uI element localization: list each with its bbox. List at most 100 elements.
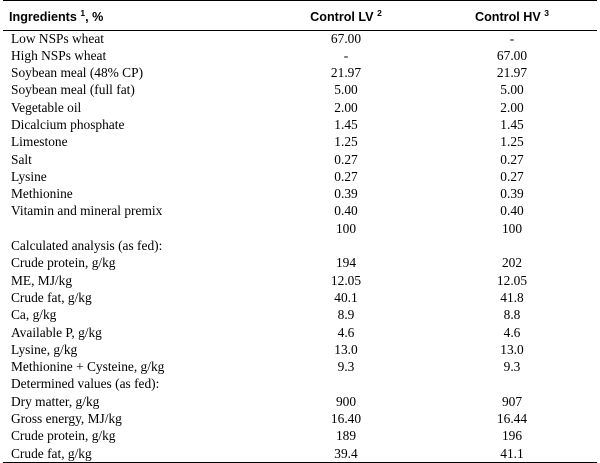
control-lv-value: 12.05	[330, 272, 362, 288]
control-lv-value	[265, 376, 427, 393]
table-row: Lysine, g/kg 13.0 13.0	[3, 342, 597, 359]
table-row: Dicalcium phosphate 1.45 1.45	[3, 117, 597, 134]
table-row: Available P, g/kg 4.6 4.6	[3, 325, 597, 342]
control-hv-value: 0.39	[500, 186, 524, 202]
control-hv-value: 12.05	[496, 272, 528, 288]
row-label: ME, MJ/kg	[11, 272, 73, 288]
control-hv-value: 202	[501, 255, 523, 271]
header-ingredients-label: Ingredients	[9, 9, 77, 24]
header-control-lv-label: Control LV	[310, 9, 374, 24]
row-label: Ca, g/kg	[11, 307, 57, 323]
control-lv-value: 0.39	[334, 186, 358, 202]
header-ingredients: Ingredients 1, %	[3, 0, 265, 31]
table-row: Salt 0.27 0.27	[3, 152, 597, 169]
table-row: Soybean meal (48% CP) 21.97 21.97	[3, 65, 597, 82]
control-hv-value: 4.6	[503, 324, 521, 340]
control-lv-value: 4.6	[337, 324, 355, 340]
table-row: 100 100	[3, 221, 597, 238]
table-row: Lysine 0.27 0.27	[3, 169, 597, 186]
control-hv-value: 1.25	[500, 134, 524, 150]
control-lv-value: 13.0	[334, 341, 358, 357]
row-label: Crude fat, g/kg	[11, 289, 92, 305]
control-lv-value	[265, 238, 427, 255]
table-row: Vitamin and mineral premix 0.40 0.40	[3, 203, 597, 220]
table-row: Determined values (as fed):	[3, 376, 597, 393]
table-row: Methionine + Cysteine, g/kg 9.3 9.3	[3, 359, 597, 376]
control-hv-value: 100	[501, 220, 523, 236]
control-hv-value: 9.3	[503, 359, 521, 375]
control-hv-value: -	[509, 31, 515, 46]
control-lv-value: 9.3	[337, 359, 355, 375]
row-label: Vitamin and mineral premix	[11, 203, 163, 219]
control-lv-value: 0.27	[334, 151, 358, 167]
control-hv-value: 0.27	[500, 151, 524, 167]
row-label: Crude protein, g/kg	[11, 255, 116, 271]
control-lv-value: 40.1	[334, 289, 358, 305]
control-hv-value	[427, 238, 597, 255]
control-hv-value: 907	[501, 393, 523, 409]
control-hv-value: 41.8	[500, 289, 524, 305]
row-label: High NSPs wheat	[11, 47, 107, 63]
table-row: Limestone 1.25 1.25	[3, 134, 597, 151]
header-control-lv: Control LV 2	[265, 0, 427, 31]
row-label: Salt	[11, 151, 32, 167]
control-lv-value: 0.27	[334, 168, 358, 184]
row-label: Crude protein, g/kg	[11, 428, 116, 444]
control-lv-value: 16.40	[330, 411, 362, 427]
header-ingredients-footnote: 1	[80, 7, 86, 18]
control-lv-value: 1.25	[334, 134, 358, 150]
control-lv-value: 21.97	[330, 65, 362, 81]
row-label: Methionine + Cysteine, g/kg	[11, 359, 165, 375]
control-hv-value: 2.00	[500, 99, 524, 115]
row-label: Dicalcium phosphate	[11, 116, 125, 132]
table-row: Crude protein, g/kg 189 196	[3, 428, 597, 445]
row-label: Available P, g/kg	[11, 324, 102, 340]
control-hv-value: 21.97	[496, 65, 528, 81]
table-row: High NSPs wheat - 67.00	[3, 48, 597, 65]
header-row: Ingredients 1, % Control LV 2 Control HV…	[3, 0, 597, 31]
table-row: Vegetable oil 2.00 2.00	[3, 100, 597, 117]
control-hv-value	[427, 376, 597, 393]
row-label: Calculated analysis (as fed):	[11, 238, 163, 254]
table-row: Gross energy, MJ/kg 16.40 16.44	[3, 411, 597, 428]
control-lv-value: 100	[335, 220, 357, 236]
table-row: Calculated analysis (as fed):	[3, 238, 597, 255]
control-lv-value: 189	[335, 428, 357, 444]
row-label: Determined values (as fed):	[11, 376, 160, 392]
control-lv-value: 900	[335, 393, 357, 409]
row-label: Lysine, g/kg	[11, 341, 78, 357]
row-label: Limestone	[11, 134, 68, 150]
header-ingredients-unit: , %	[85, 9, 104, 24]
control-lv-value: 39.4	[265, 445, 427, 463]
table-row: Crude fat, g/kg 39.4 41.1	[3, 445, 597, 463]
row-label	[3, 221, 265, 238]
row-label: Gross energy, MJ/kg	[11, 411, 122, 427]
control-lv-value: 2.00	[334, 99, 358, 115]
table-row: Crude fat, g/kg 40.1 41.8	[3, 290, 597, 307]
control-lv-value: 1.45	[334, 116, 358, 132]
control-lv-value: -	[343, 47, 349, 63]
row-label: Soybean meal (48% CP)	[11, 65, 144, 81]
row-label: Lysine	[11, 168, 47, 184]
control-hv-value: 13.0	[500, 341, 524, 357]
control-lv-value: 0.40	[334, 203, 358, 219]
row-label: Vegetable oil	[11, 99, 82, 115]
header-control-hv-label: Control HV	[475, 9, 541, 24]
control-lv-value: 5.00	[334, 82, 358, 98]
table-row: Methionine 0.39 0.39	[3, 186, 597, 203]
row-label: Crude fat, g/kg	[3, 445, 265, 463]
row-label: Methionine	[11, 186, 73, 202]
table-row: Ca, g/kg 8.9 8.8	[3, 307, 597, 324]
control-hv-value: 8.8	[503, 307, 521, 323]
header-control-hv-footnote: 3	[544, 7, 549, 18]
table-row: ME, MJ/kg 12.05 12.05	[3, 273, 597, 290]
table-row: Dry matter, g/kg 900 907	[3, 394, 597, 411]
control-hv-value: 5.00	[500, 82, 524, 98]
control-hv-value: 0.27	[500, 168, 524, 184]
control-hv-value: 1.45	[500, 116, 524, 132]
control-hv-value: 41.1	[427, 445, 597, 463]
table-body: Low NSPs wheat 67.00- High NSPs wheat -67.0…	[3, 31, 597, 463]
table-row: Soybean meal (full fat) 5.00 5.00	[3, 82, 597, 99]
control-lv-value: 67.00	[330, 31, 362, 46]
